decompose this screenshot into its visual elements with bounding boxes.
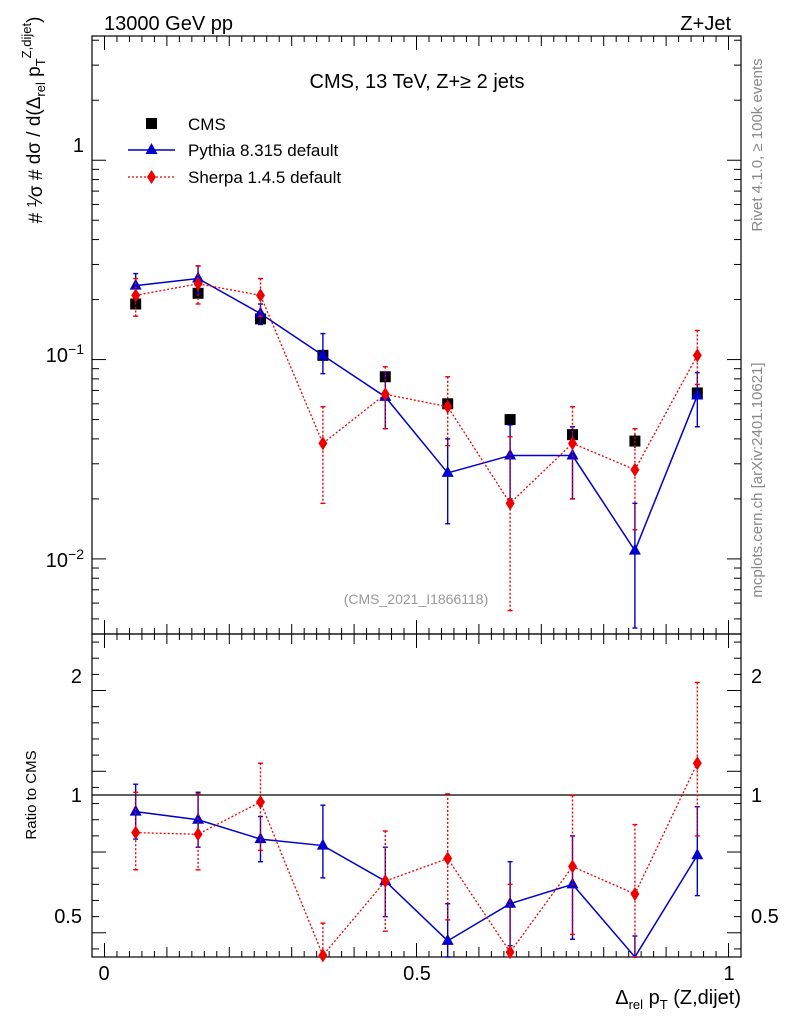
- main-sherpa-point: [255, 288, 265, 303]
- legend-pythia-label: Pythia 8.315 default: [188, 141, 339, 160]
- main-sherpa-point: [505, 496, 515, 511]
- main-ytick-label-0.01: 10−2: [46, 546, 84, 572]
- main-ytick-label-1: 1: [73, 135, 84, 157]
- ratio-pythia-point: [254, 832, 267, 844]
- main-sherpa-point: [131, 288, 141, 303]
- legend-cms-label: CMS: [188, 115, 226, 134]
- main-sherpa-point: [318, 436, 328, 451]
- legend-cms-marker: [146, 118, 157, 129]
- main-sherpa-point: [443, 399, 453, 414]
- ratio-ytick-label-1-right: 1: [751, 785, 762, 807]
- ratio-sherpa-point: [255, 794, 265, 809]
- main-sherpa-point: [692, 348, 702, 363]
- ratio-pythia-point: [566, 877, 579, 889]
- mcplots-credit-label: mcplots.cern.ch [arXiv:2401.10621]: [749, 362, 766, 597]
- ratio-sherpa-point: [630, 887, 640, 902]
- ratio-pythia-point: [691, 848, 704, 860]
- ratio-sherpa-point: [568, 859, 578, 874]
- main-data-layer: [129, 265, 704, 629]
- svg-text:10−1: 10−1: [46, 341, 84, 367]
- main-pythia-point: [691, 388, 704, 400]
- legend-pythia-marker: [145, 143, 158, 154]
- main-y-axis-label: # 1⁄σ # dσ / d(Δrel pTZ,dijet): [19, 17, 48, 224]
- ratio-pythia-line: [135, 810, 698, 959]
- main-ytick-label-0.1: 10−1: [46, 341, 84, 367]
- ratio-pythia-point: [441, 933, 454, 945]
- main-cms-point: [504, 414, 516, 426]
- main-pythia-point: [628, 543, 641, 555]
- ratio-sherpa-line: [135, 762, 698, 957]
- rivet-version-label: Rivet 4.1.0, ≥ 100k events: [749, 58, 766, 231]
- ratio-sherpa-point: [443, 851, 453, 866]
- legend: CMS Pythia 8.315 default Sherpa 1.4.5 de…: [128, 115, 341, 187]
- ratio-sherpa-point: [380, 874, 390, 889]
- ratio-sherpa-point: [131, 825, 141, 840]
- xtick-label-0: 0: [98, 963, 109, 985]
- main-pythia-point: [316, 348, 329, 360]
- xtick-label-0.5: 0.5: [403, 963, 431, 985]
- ratio-sherpa-point: [692, 756, 702, 771]
- ratio-sherpa-point: [505, 945, 515, 960]
- main-sherpa-line: [135, 283, 698, 505]
- ratio-ytick-label-1-left: 1: [71, 785, 82, 807]
- ratio-ytick-label-2-left: 2: [71, 666, 82, 688]
- header-energy-label: 13000 GeV pp: [104, 13, 233, 35]
- ratio-sherpa-point: [318, 948, 328, 963]
- header-process-label: Z+Jet: [680, 13, 731, 35]
- main-pythia-point: [566, 448, 579, 460]
- main-pythia-line: [135, 277, 699, 553]
- main-plot-title: CMS, 13 TeV, Z+≥ 2 jets: [310, 71, 525, 93]
- analysis-tag: (CMS_2021_I1866118): [344, 591, 489, 607]
- ratio-y-axis-label: Ratio to CMS: [23, 750, 40, 839]
- main-pythia-point: [441, 465, 454, 477]
- main-sherpa-point: [568, 436, 578, 451]
- ratio-ytick-label-2-right: 2: [751, 666, 762, 688]
- main-sherpa-point: [380, 387, 390, 402]
- svg-text:# 1⁄σ # dσ / d(Δrel pTZ,: # 1⁄σ # dσ / d(Δrel pTZ,dijet): [19, 17, 48, 224]
- ratio-ytick-label-0.5-right: 0.5: [751, 906, 779, 928]
- svg-text:Δrel pT (Z,dijet): Δrel pT (Z,dijet): [615, 987, 741, 1012]
- ratio-data-layer: [129, 681, 704, 963]
- ratio-axis-ticks: [92, 634, 741, 957]
- ratio-pythia-point: [316, 838, 329, 850]
- x-axis-label: Δrel pT (Z,dijet): [615, 987, 741, 1012]
- main-sherpa-point: [630, 462, 640, 477]
- svg-text:10−2: 10−2: [46, 546, 84, 572]
- main-sherpa-point: [193, 276, 203, 291]
- ratio-sherpa-point: [193, 827, 203, 842]
- xtick-label-1: 1: [723, 963, 734, 985]
- ratio-ytick-label-0.5-left: 0.5: [54, 906, 82, 928]
- main-axis-ticks: [92, 36, 741, 634]
- legend-sherpa-label: Sherpa 1.4.5 default: [188, 168, 341, 187]
- legend-sherpa-marker: [147, 170, 156, 184]
